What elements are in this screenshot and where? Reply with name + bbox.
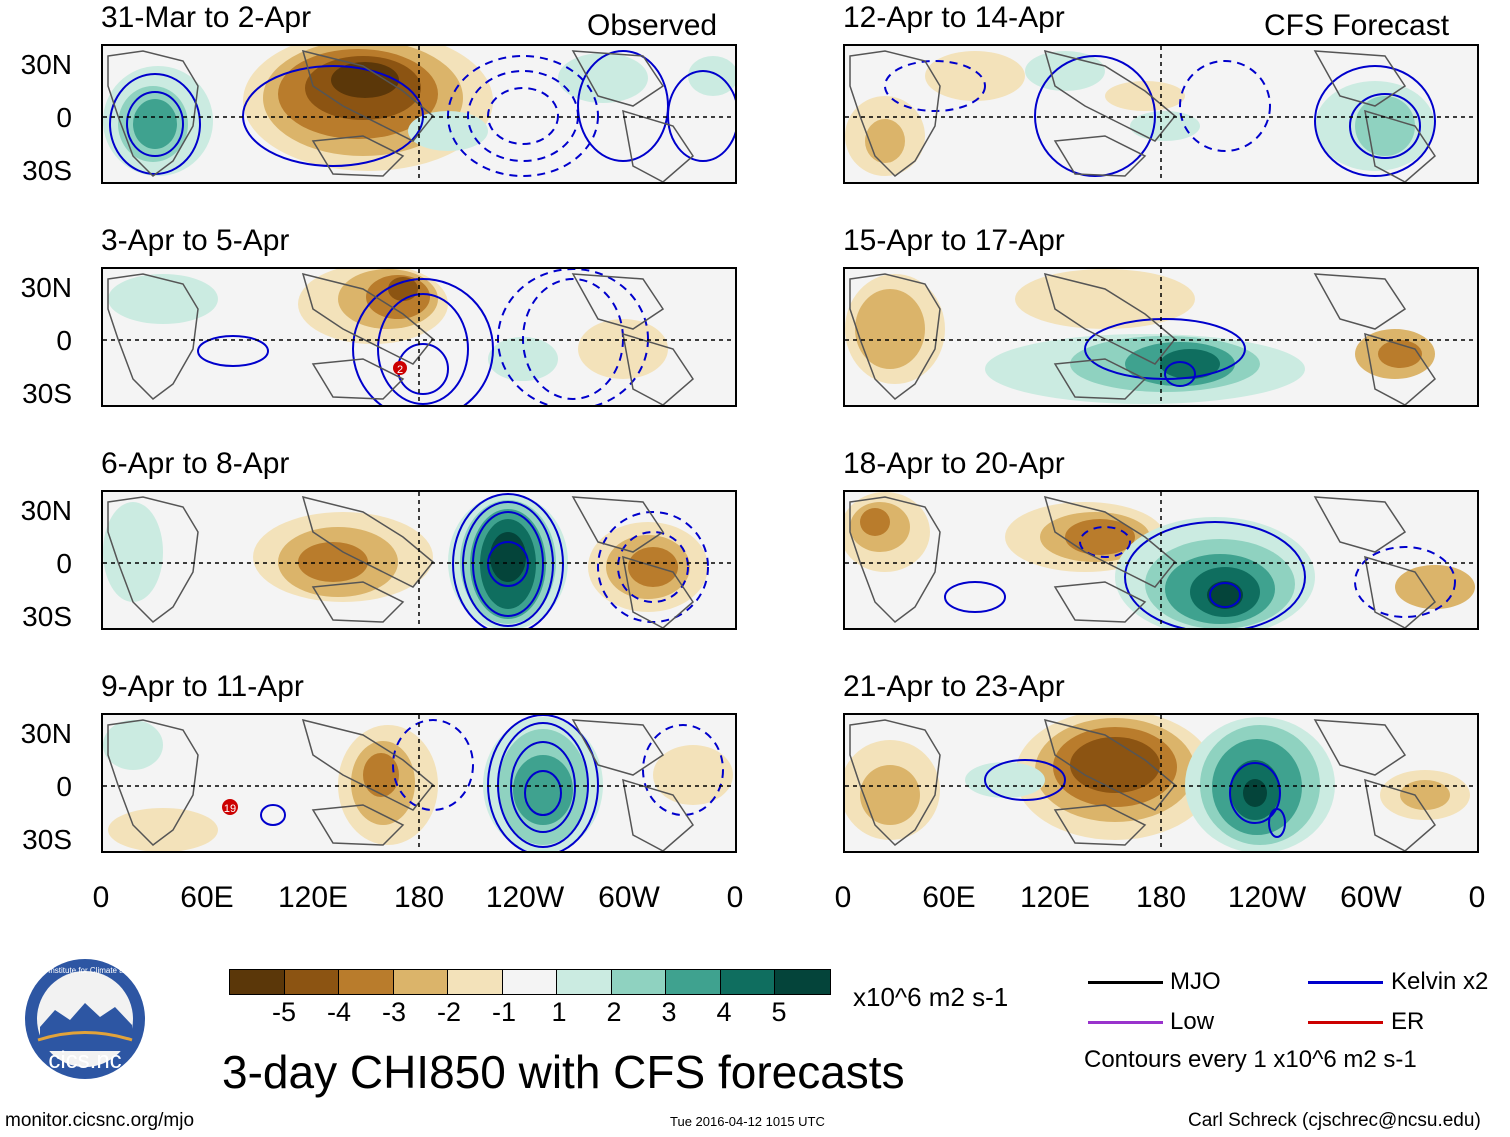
legend-kelvin-line: [1308, 981, 1383, 984]
lon-label: 60W: [1340, 881, 1402, 914]
colorbar-swatch: [720, 970, 775, 994]
map-panel-8: [843, 713, 1479, 853]
lon-label: 120E: [277, 881, 349, 914]
cics-logo: Cooperative Institute for Climate and Sa…: [3, 955, 167, 1080]
colorbar-label: 2: [606, 997, 622, 1027]
colorbar-swatch: [393, 970, 448, 994]
lat-label: 30S: [22, 824, 72, 855]
colorbar-swatch: [775, 970, 830, 994]
colorbar-swatch: [666, 970, 721, 994]
legend-kelvin-label: Kelvin x2: [1391, 968, 1489, 995]
logo-text: cics.nc: [48, 1047, 121, 1074]
legend-low-line: [1088, 1021, 1163, 1024]
map-panel-2: 2: [101, 267, 737, 407]
panel-title-5: 12-Apr to 14-Apr: [843, 1, 1065, 34]
lon-label: 60E: [922, 881, 976, 914]
lon-label: 0: [726, 881, 744, 914]
footer-credit: Carl Schreck (cjschrec@ncsu.edu): [1188, 1110, 1481, 1131]
colorbar: [229, 969, 831, 995]
map-panel-4: 19: [101, 713, 737, 853]
lat-label: 30N: [20, 718, 72, 749]
legend-er-label: ER: [1391, 1008, 1425, 1035]
map-panel-1: [101, 44, 737, 184]
lon-label: 0: [1468, 881, 1486, 914]
colorbar-label: -5: [271, 997, 297, 1027]
colorbar-label: -4: [326, 997, 352, 1027]
main-title: 3-day CHI850 with CFS forecasts: [222, 1046, 905, 1098]
colorbar-swatch: [339, 970, 394, 994]
lon-label: 0: [92, 881, 110, 914]
lon-label: 60E: [180, 881, 234, 914]
colorbar-swatch: [448, 970, 503, 994]
colorbar-label: 1: [551, 997, 567, 1027]
lat-label: 30N: [20, 495, 72, 526]
legend-er-line: [1308, 1021, 1383, 1024]
lat-label: 30N: [20, 272, 72, 303]
colorbar-label: -1: [491, 997, 517, 1027]
lon-label: 60W: [598, 881, 660, 914]
contour-note: Contours every 1 x10^6 m2 s-1: [1084, 1046, 1417, 1073]
lat-label: 30N: [20, 49, 72, 80]
lon-label: 120E: [1019, 881, 1091, 914]
map-panel-3: [101, 490, 737, 630]
colorbar-swatch: [284, 970, 339, 994]
footer-timestamp: Tue 2016-04-12 1015 UTC: [670, 1114, 825, 1129]
colorbar-units: x10^6 m2 s-1: [853, 982, 1009, 1012]
panel-title-4: 9-Apr to 11-Apr: [101, 670, 304, 703]
lon-label: 0: [834, 881, 852, 914]
legend-mjo-label: MJO: [1170, 968, 1221, 995]
footer-url[interactable]: monitor.cicsnc.org/mjo: [5, 1110, 195, 1131]
lon-label: 120W: [485, 881, 565, 914]
panel-title-2: 3-Apr to 5-Apr: [101, 224, 290, 257]
lon-label: 180: [393, 881, 445, 914]
observed-tag: Observed: [587, 9, 718, 42]
map-panel-7: [843, 490, 1479, 630]
colorbar-swatch: [611, 970, 666, 994]
panel-title-1: 31-Mar to 2-Apr: [101, 1, 312, 34]
lat-label: 0: [56, 102, 72, 133]
panel-title-8: 21-Apr to 23-Apr: [843, 670, 1065, 703]
lon-label: 120W: [1227, 881, 1307, 914]
lat-label: 30S: [22, 155, 72, 186]
logo-ring-text: Cooperative Institute for Climate and Sa…: [10, 966, 160, 975]
map-panel-5: [843, 44, 1479, 184]
lat-label: 0: [56, 548, 72, 579]
colorbar-label: -2: [436, 997, 462, 1027]
legend-low-label: Low: [1170, 1008, 1215, 1035]
colorbar-swatch: [502, 970, 557, 994]
panel-title-3: 6-Apr to 8-Apr: [101, 447, 290, 480]
lat-label: 0: [56, 771, 72, 802]
colorbar-label: -3: [381, 997, 407, 1027]
storm-marker-2: 2: [397, 364, 403, 376]
lat-label: 0: [56, 325, 72, 356]
colorbar-label: 3: [661, 997, 677, 1027]
lat-label: 30S: [22, 378, 72, 409]
legend-mjo-line: [1088, 981, 1163, 984]
colorbar-swatch: [230, 970, 285, 994]
colorbar-label: 5: [771, 997, 787, 1027]
panel-title-7: 18-Apr to 20-Apr: [843, 447, 1065, 480]
colorbar-swatch: [557, 970, 612, 994]
panel-title-6: 15-Apr to 17-Apr: [843, 224, 1065, 257]
cfs-forecast-tag: CFS Forecast: [1264, 9, 1450, 42]
storm-marker-19: 19: [224, 803, 236, 815]
lat-label: 30S: [22, 601, 72, 632]
lon-label: 180: [1135, 881, 1187, 914]
colorbar-label: 4: [716, 997, 732, 1027]
map-panel-6: [843, 267, 1479, 407]
